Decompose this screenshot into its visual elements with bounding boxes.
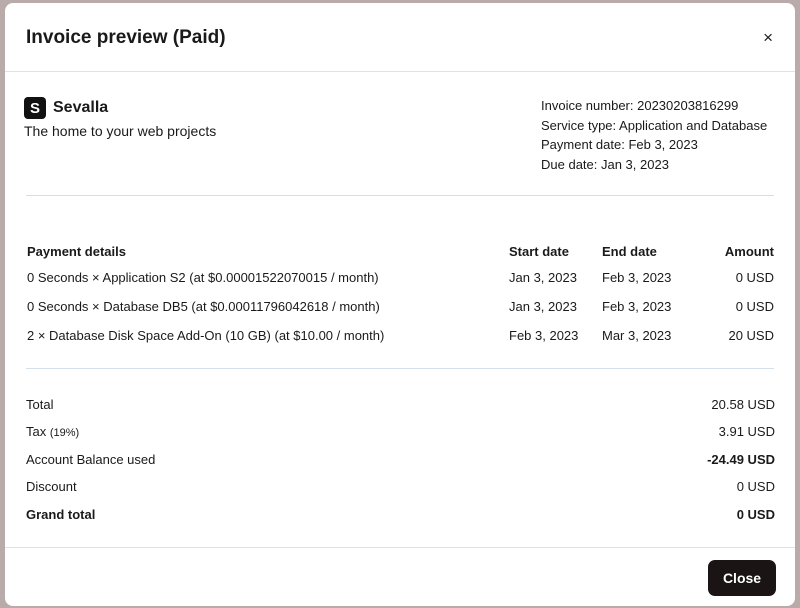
close-button[interactable]: Close <box>708 560 776 596</box>
brand: S Sevalla The home to your web projects <box>24 97 216 139</box>
payment-details-table: Payment details Start date End date Amou… <box>26 239 775 350</box>
modal-footer: Close <box>5 547 795 606</box>
item-description: 0 Seconds × Database DB5 (at $0.00011796… <box>27 299 380 314</box>
sevalla-logo-icon: S <box>24 97 46 119</box>
discount-row: Discount 0 USD <box>26 479 775 506</box>
discount-value: 0 USD <box>736 479 775 495</box>
tax-row: Tax (19%) 3.91 USD <box>26 424 775 451</box>
header-amount: Amount <box>724 243 774 259</box>
balance-value: -24.49 USD <box>707 451 775 467</box>
discount-label: Discount <box>26 479 77 495</box>
item-description: 2 × Database Disk Space Add-On (10 GB) (… <box>27 328 385 343</box>
totals: Total 20.58 USD Tax (19%) 3.91 USD Accou… <box>26 397 775 534</box>
close-icon[interactable]: × <box>763 28 773 47</box>
table-header-row: Payment details Start date End date Amou… <box>26 239 775 263</box>
table-row: 2 × Database Disk Space Add-On (10 GB) (… <box>26 321 775 350</box>
total-label: Total <box>26 397 54 412</box>
start-date: Jan 3, 2023 <box>509 270 577 285</box>
divider <box>26 368 774 369</box>
amount: 0 USD <box>735 270 774 285</box>
table-row: 0 Seconds × Database DB5 (at $0.00011796… <box>26 292 775 321</box>
invoice-number: Invoice number: 20230203816299 <box>541 98 739 113</box>
modal-header: Invoice preview (Paid) × <box>5 3 795 72</box>
divider <box>26 195 774 196</box>
grand-total-label: Grand total <box>26 506 96 522</box>
tax-rate: (19%) <box>49 427 80 440</box>
tax-label: Tax <box>26 424 47 440</box>
table-row: 0 Seconds × Application S2 (at $0.000015… <box>26 263 775 292</box>
payment-date: Payment date: Feb 3, 2023 <box>541 137 698 152</box>
invoice-preview-modal: Invoice preview (Paid) × S Sevalla The h… <box>5 3 795 606</box>
grand-total-row: Grand total 0 USD <box>26 507 775 534</box>
header-payment-details: Payment details <box>27 243 126 259</box>
total-value: 20.58 USD <box>711 397 775 412</box>
amount: 0 USD <box>735 299 774 314</box>
amount: 20 USD <box>728 328 774 343</box>
total-row: Total 20.58 USD <box>26 397 775 424</box>
balance-row: Account Balance used -24.49 USD <box>26 452 775 479</box>
end-date: Feb 3, 2023 <box>602 299 672 314</box>
service-type: Service type: Application and Database <box>541 117 768 133</box>
header-start-date: Start date <box>509 243 569 259</box>
start-date: Jan 3, 2023 <box>509 299 577 314</box>
due-date: Due date: Jan 3, 2023 <box>541 156 669 172</box>
invoice-meta: Invoice number: 20230203816299 Service t… <box>541 96 767 174</box>
tax-value: 3.91 USD <box>718 424 775 440</box>
modal-title: Invoice preview (Paid) <box>26 27 226 48</box>
balance-label: Account Balance used <box>26 451 156 467</box>
end-date: Feb 3, 2023 <box>602 270 672 285</box>
grand-total-value: 0 USD <box>736 506 775 522</box>
item-description: 0 Seconds × Application S2 (at $0.000015… <box>27 270 379 285</box>
brand-name: Sevalla <box>53 99 109 116</box>
start-date: Feb 3, 2023 <box>509 328 579 343</box>
brand-tagline: The home to your web projects <box>24 123 217 139</box>
end-date: Mar 3, 2023 <box>602 328 672 343</box>
header-end-date: End date <box>602 243 657 259</box>
